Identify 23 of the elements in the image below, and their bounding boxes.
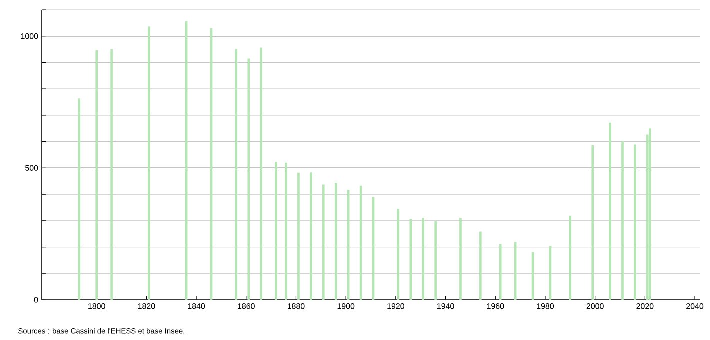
bar bbox=[410, 219, 412, 300]
bar bbox=[78, 98, 81, 300]
bar bbox=[480, 232, 482, 300]
bar bbox=[148, 26, 150, 300]
bar bbox=[334, 182, 338, 300]
bar bbox=[110, 49, 113, 300]
bar bbox=[634, 144, 636, 300]
bar bbox=[310, 172, 312, 300]
bar bbox=[434, 221, 437, 300]
bar bbox=[622, 141, 624, 300]
bar bbox=[460, 218, 462, 300]
bar bbox=[285, 162, 288, 300]
bar bbox=[322, 184, 325, 300]
bar bbox=[248, 58, 250, 300]
bar bbox=[260, 48, 262, 300]
bar bbox=[499, 244, 502, 300]
bar bbox=[609, 122, 612, 300]
bar bbox=[298, 172, 300, 300]
bar bbox=[649, 128, 652, 300]
bar bbox=[275, 162, 278, 300]
bar bbox=[422, 218, 424, 300]
bar bbox=[592, 146, 594, 300]
bar bbox=[96, 50, 98, 300]
